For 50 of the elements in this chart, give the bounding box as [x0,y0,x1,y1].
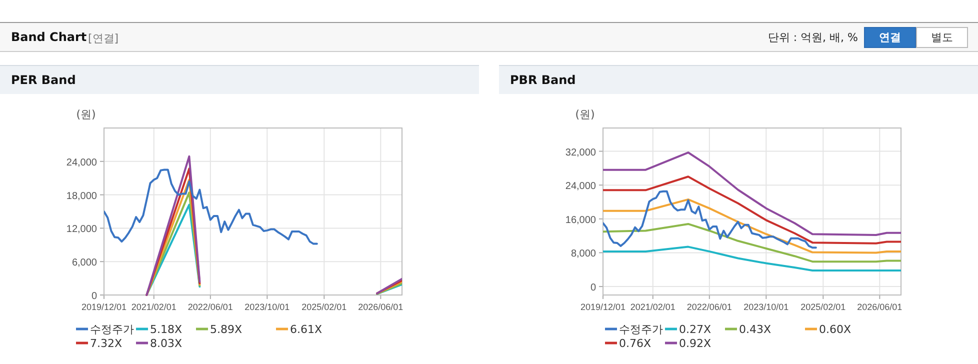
chart-title: PER Band [0,65,479,94]
line-series [104,168,318,245]
x-tick-label: 2026/06/01 [857,302,902,312]
y-tick-label: 6,000 [72,258,98,269]
legend-label: 수정주가 [619,323,663,336]
legend-label: 5.89X [210,323,242,336]
line-series [603,152,901,236]
line-series [603,222,901,263]
legend-label: 8.03X [150,337,182,350]
y-tick-label: 32,000 [565,147,596,158]
y-tick-label: 0 [91,291,98,302]
x-tick-label: 2023/10/01 [244,302,290,312]
y-tick-label: 12,000 [66,224,98,236]
x-tick-label: 2021/02/01 [630,302,676,312]
y-tick-label: 8,000 [570,248,596,260]
y-axis-title: (원) [76,108,96,121]
line-series [603,246,901,272]
line-series [603,176,901,244]
y-tick-label: 0 [590,282,596,294]
text: 연결 [864,27,916,48]
x-tick-label: 2021/02/01 [131,302,176,312]
legend-label: 5.18X [150,323,182,336]
y-axis-title: (원) [575,108,595,121]
y-tick-label: 24,000 [66,157,98,168]
legend-label: 수정주가 [90,323,134,336]
x-tick-label: 2022/06/01 [188,302,233,312]
legend-label: 0.60X [819,323,852,336]
x-tick-label: 2025/02/01 [302,302,347,312]
legend-label: 0.43X [739,323,772,336]
text: 별도 [916,27,968,48]
x-tick-label: 2019/12/01 [580,302,626,312]
y-tick-label: 24,000 [565,181,596,192]
line-series [603,198,901,254]
x-tick-label: 2026/06/01 [358,302,404,312]
line-series [603,190,817,249]
legend-label: 0.27X [679,323,712,336]
legend-label: 0.76X [619,337,652,350]
x-tick-label: 2023/10/01 [744,302,789,312]
text: [연결] [88,31,119,46]
text: 단위 : 억원, 배, % [768,30,858,45]
text: Band Chart [11,30,87,44]
legend-label: 0.92X [679,337,712,350]
x-tick-label: 2019/12/01 [81,302,127,312]
x-tick-label: 2022/06/01 [686,302,732,312]
legend-label: 6.61X [290,323,322,336]
x-tick-label: 2025/02/01 [800,302,846,312]
chart-title: PBR Band [499,65,978,94]
y-tick-label: 16,000 [565,214,596,226]
y-tick-label: 18,000 [66,190,98,202]
legend-label: 7.32X [90,337,122,350]
